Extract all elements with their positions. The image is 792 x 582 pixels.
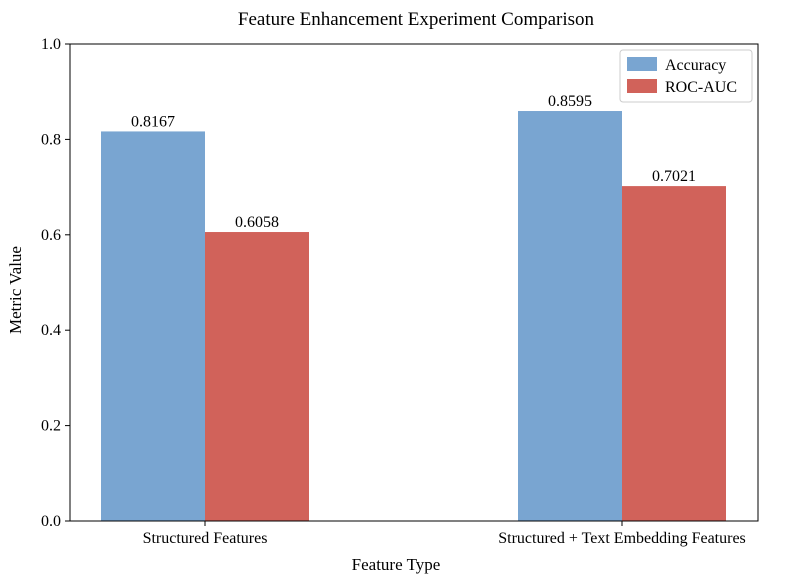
chart-title: Feature Enhancement Experiment Compariso… <box>238 9 595 30</box>
y-tick-label: 0.0 <box>41 513 61 530</box>
legend: Accuracy ROC-AUC <box>619 49 753 103</box>
legend-swatch-roc-auc <box>627 79 657 93</box>
legend-label: Accuracy <box>665 57 726 74</box>
data-label: 0.8595 <box>548 93 592 110</box>
x-tick-label: Structured + Text Embedding Features <box>498 530 746 547</box>
y-tick-label: 0.8 <box>41 131 61 148</box>
y-tick-label: 0.2 <box>41 418 61 435</box>
y-tick-label: 0.6 <box>41 227 61 244</box>
x-tick-label: Structured Features <box>143 530 268 547</box>
y-axis-label: Metric Value <box>6 246 25 334</box>
plot-area: 0.8167 0.8595 0.6058 0.7021 <box>69 43 759 522</box>
bar-roc-auc-0 <box>205 232 309 522</box>
bar-accuracy-0 <box>101 131 205 522</box>
legend-swatch-accuracy <box>627 57 657 71</box>
y-tick-label: 0.4 <box>41 322 61 339</box>
x-axis: Structured Features Structured + Text Emb… <box>143 521 746 547</box>
axes-frame <box>69 43 759 522</box>
legend-label: ROC-AUC <box>665 79 737 96</box>
x-axis-label: Feature Type <box>352 555 441 574</box>
bar-roc-auc-1 <box>622 186 726 521</box>
bar-accuracy-1 <box>518 111 622 522</box>
data-label: 0.6058 <box>235 214 279 231</box>
data-label: 0.7021 <box>652 168 696 185</box>
data-label: 0.8167 <box>131 113 175 130</box>
y-tick-label: 1.0 <box>41 36 61 53</box>
y-axis: 0.0 0.2 0.4 0.6 0.8 1.0 <box>41 36 70 530</box>
